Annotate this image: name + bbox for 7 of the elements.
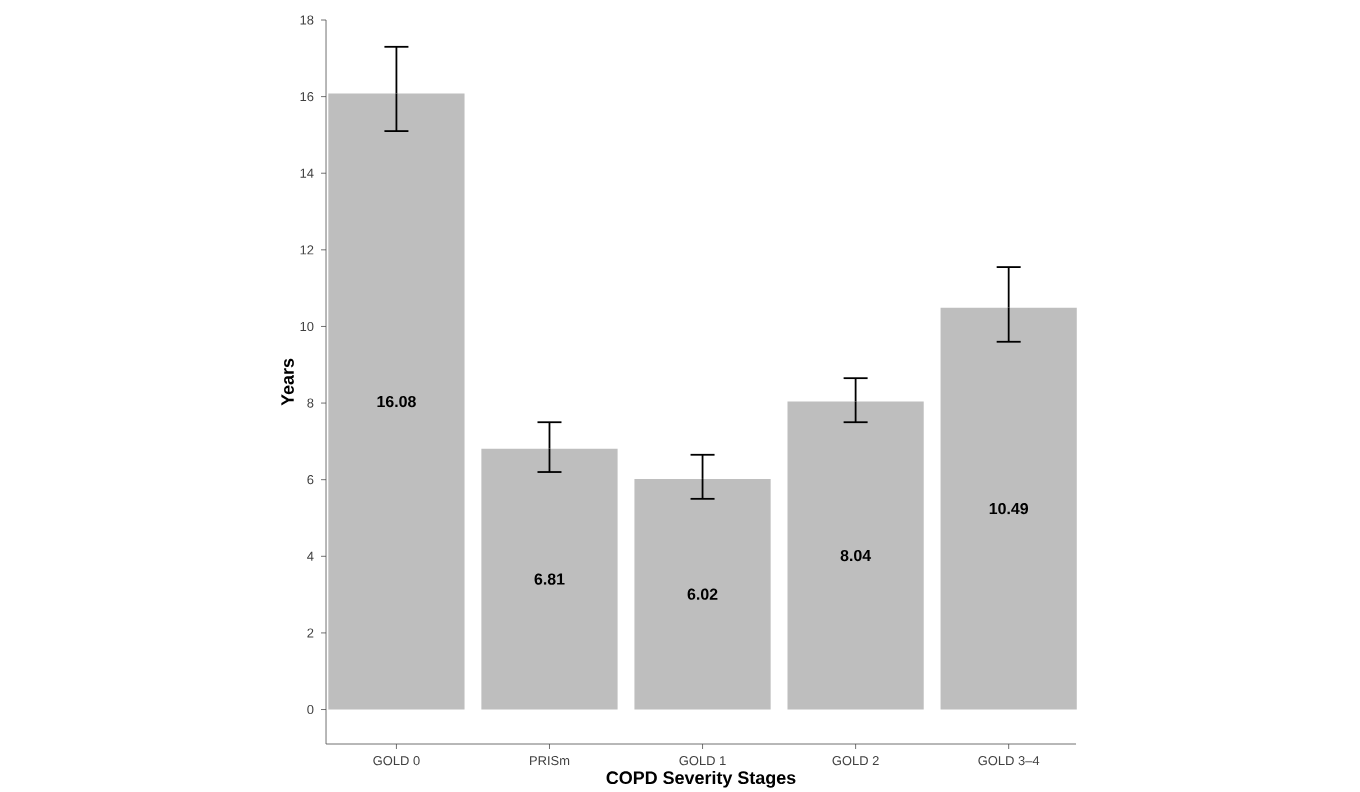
bar [940,307,1077,710]
bar [634,478,771,710]
bar [481,448,618,710]
bar [328,93,465,710]
y-axis-title: Years [281,358,294,406]
bar [787,401,924,710]
x-axis-title: COPD Severity Stages [606,770,796,788]
